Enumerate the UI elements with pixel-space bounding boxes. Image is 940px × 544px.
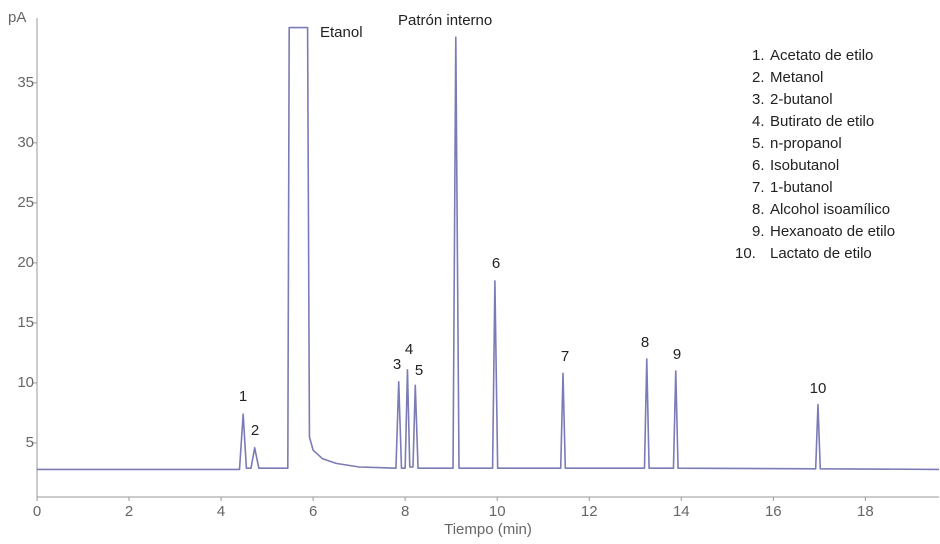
legend-name: Alcohol isoamílico <box>770 201 890 218</box>
x-tick-label: 6 <box>309 503 317 520</box>
legend-name: Lactato de etilo <box>770 245 872 262</box>
annotation: 1 <box>239 388 247 405</box>
legend-number: 5. <box>752 135 765 152</box>
annotation: 5 <box>415 362 423 379</box>
chromatogram-line <box>37 26 940 471</box>
x-axis-label: Tiempo (min) <box>444 521 532 538</box>
legend-name: Isobutanol <box>770 157 839 174</box>
annotation: Patrón interno <box>398 12 492 29</box>
legend-number: 4. <box>752 113 765 130</box>
legend-number: 6. <box>752 157 765 174</box>
legend-name: Butirato de etilo <box>770 113 874 130</box>
x-tick-label: 2 <box>125 503 133 520</box>
annotation: 2 <box>251 422 259 439</box>
y-tick-label: 5 <box>26 434 34 451</box>
x-tick-label: 10 <box>489 503 506 520</box>
legend-name: 1-butanol <box>770 179 833 196</box>
x-tick-label: 8 <box>401 503 409 520</box>
x-tick-label: 12 <box>581 503 598 520</box>
legend-number: 8. <box>752 201 765 218</box>
legend-number: 1. <box>752 47 765 64</box>
annotation: 8 <box>641 334 649 351</box>
legend-name: n-propanol <box>770 135 842 152</box>
x-tick-label: 0 <box>33 503 41 520</box>
y-tick-label: 35 <box>17 74 34 91</box>
legend-number: 7. <box>752 179 765 196</box>
legend-number: 2. <box>752 69 765 86</box>
y-tick-label: 15 <box>17 314 34 331</box>
legend-number: 3. <box>752 91 765 108</box>
y-tick-label: 10 <box>17 374 34 391</box>
y-tick-label: 20 <box>17 254 34 271</box>
annotation: 6 <box>492 255 500 272</box>
legend-number: 9. <box>752 223 765 240</box>
annotation: 4 <box>405 341 413 358</box>
legend-number: 10. <box>735 245 756 262</box>
annotation: 7 <box>561 348 569 365</box>
legend-name: Metanol <box>770 69 823 86</box>
x-tick-label: 18 <box>857 503 874 520</box>
y-tick-label: 30 <box>17 134 34 151</box>
legend-name: Hexanoato de etilo <box>770 223 895 240</box>
annotation: 9 <box>673 346 681 363</box>
annotation: 3 <box>393 356 401 373</box>
annotation: Etanol <box>320 24 363 41</box>
x-tick-label: 4 <box>217 503 225 520</box>
x-tick-label: 14 <box>673 503 690 520</box>
legend: 1. Acetato de etilo 2. Metanol 3. 2-butanol 4.… <box>735 47 895 262</box>
legend-name: 2-butanol <box>770 91 833 108</box>
y-tick-label: 25 <box>17 194 34 211</box>
annotation: 10 <box>810 380 827 397</box>
legend-name: Acetato de etilo <box>770 47 873 64</box>
x-tick-label: 16 <box>765 503 782 520</box>
y-axis-label: pA <box>8 9 26 26</box>
